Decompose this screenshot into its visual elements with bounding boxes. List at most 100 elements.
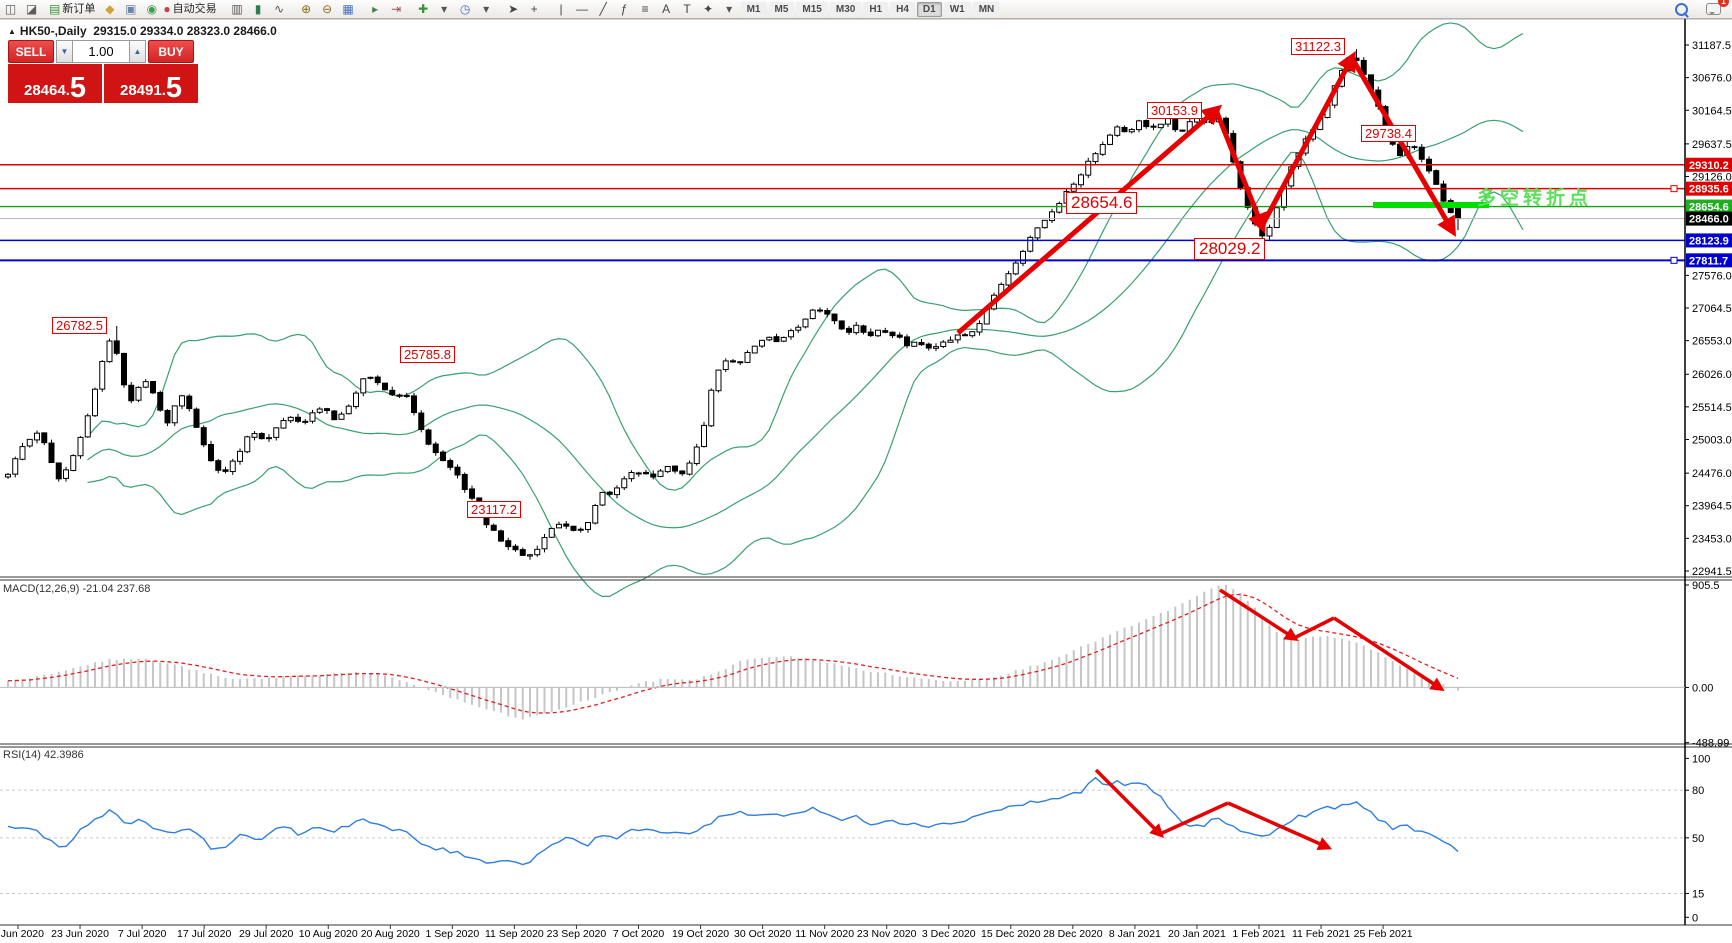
date-label: 10 Aug 2020	[299, 928, 358, 940]
line-chart-icon[interactable]: ∿	[270, 1, 289, 17]
new-order-icon[interactable]: ▤ 新订单	[49, 1, 98, 17]
date-label: 11 Sep 2020	[485, 928, 544, 940]
market-watch-icon[interactable]: ▣	[121, 1, 140, 17]
label-icon[interactable]: T	[678, 1, 697, 17]
macd-tick-label: -488.99	[1692, 738, 1729, 750]
channel-icon[interactable]: ≡	[636, 1, 655, 17]
cursor-icon: ➤	[508, 2, 519, 16]
price-badge-label: 28935.6	[1689, 184, 1729, 196]
timeframe-w1[interactable]: W1	[943, 2, 971, 17]
new-chart-icon: ◫	[4, 2, 17, 16]
trendline-icon[interactable]: ╱	[594, 1, 613, 17]
candle-chart-icon: ▮	[254, 2, 262, 16]
periods-icon: ◷	[459, 2, 471, 16]
channel-icon: ≡	[641, 2, 649, 16]
sound-icon[interactable]: ◉	[142, 1, 161, 17]
add-indicator-icon: ✚	[418, 2, 429, 16]
chart-shift-icon[interactable]: ⇥	[387, 1, 406, 17]
ohlc-values: 29315.0 29334.0 28323.0 28466.0	[93, 24, 277, 38]
date-label: 19 Oct 2020	[672, 928, 729, 940]
date-label: 11 Feb 2021	[1292, 928, 1350, 940]
turning-point-annotation[interactable]: 多空转折点	[1477, 188, 1593, 209]
price-tick-label: 27064.5	[1692, 303, 1732, 315]
volume-input[interactable]	[73, 40, 129, 63]
trend-arrow-rsi-segment-2[interactable]	[1227, 801, 1333, 850]
sell-price[interactable]: 28464. 5	[8, 64, 102, 103]
trend-arrow-rsi-segment-0[interactable]	[1094, 768, 1164, 838]
templates-dropdown-caret: ▾	[483, 2, 490, 16]
timeframe-m1[interactable]: M1	[740, 2, 767, 17]
search-icon[interactable]	[1675, 1, 1702, 17]
trend-arrow-rsi-segment-1[interactable]	[1159, 801, 1229, 836]
eraser-icon[interactable]: ◆	[100, 1, 119, 17]
date-label: 3 Dec 2020	[922, 928, 976, 940]
buy-button[interactable]: BUY	[148, 40, 194, 63]
shapes-icon[interactable]: ✦	[699, 1, 718, 17]
profiles-icon[interactable]: ◪	[22, 1, 41, 17]
indicator-dropdown-caret: ▾	[441, 2, 448, 16]
volume-decrease-button[interactable]: ▼	[56, 40, 73, 63]
volume-increase-button[interactable]: ▲	[129, 40, 146, 63]
timeframe-mn[interactable]: MN	[972, 2, 1001, 17]
autotrade-icon[interactable]: ● 自动交易	[163, 1, 219, 17]
date-label: 1 Jun 2020	[0, 928, 44, 940]
hline-handle-27811.7[interactable]	[1670, 256, 1678, 264]
profiles-icon: ◪	[25, 2, 38, 16]
vertical-line-icon: |	[559, 2, 563, 16]
auto-scroll-icon[interactable]: ▸	[366, 1, 385, 17]
price-tick-label: 29637.5	[1692, 139, 1732, 151]
shapes-dropdown-caret[interactable]: ▾	[720, 1, 739, 17]
cursor-icon[interactable]: ➤	[504, 1, 523, 17]
timeframe-m30[interactable]: M30	[829, 2, 862, 17]
price-badge-28935.6	[1686, 181, 1732, 196]
price-tick-label: 23964.5	[1692, 501, 1732, 513]
zoom-out-icon[interactable]: ⊖	[318, 1, 337, 17]
horizontal-line-icon[interactable]: —	[573, 1, 592, 17]
periods-icon[interactable]: ◷	[456, 1, 475, 17]
sell-button[interactable]: SELL	[8, 40, 54, 63]
bar-chart-icon[interactable]: ▥	[228, 1, 247, 17]
text-icon[interactable]: A	[657, 1, 676, 17]
tile-windows-icon[interactable]: ▦	[339, 1, 358, 17]
notifications-icon[interactable]: 1	[1704, 0, 1729, 17]
new-chart-icon[interactable]: ◫	[1, 1, 20, 17]
date-label: 1 Sep 2020	[425, 928, 479, 940]
fibonacci-icon: ƒ	[620, 2, 628, 16]
trend-arrow-main-segment-2[interactable]	[1259, 50, 1356, 228]
buy-price[interactable]: 28491. 5	[104, 64, 198, 103]
timeframe-h4[interactable]: H4	[890, 2, 915, 17]
hline-handle-28935.6[interactable]	[1670, 185, 1678, 193]
timeframe-h1[interactable]: H1	[863, 2, 889, 17]
date-label: 8 Jan 2021	[1109, 928, 1161, 940]
tile-windows-icon: ▦	[342, 2, 354, 16]
trend-arrow-macd-segment-2[interactable]	[1333, 616, 1445, 692]
price-tick-label: 30676.0	[1692, 73, 1732, 85]
macd-signal-line	[7, 593, 1459, 714]
add-indicator-icon[interactable]: ✚	[414, 1, 433, 17]
trend-arrow-macd-segment-1[interactable]	[1293, 616, 1335, 640]
price-badge-label: 28466.0	[1689, 214, 1729, 226]
timeframe-d1[interactable]: D1	[916, 2, 942, 17]
date-label: 7 Jul 2020	[118, 928, 167, 940]
fibonacci-icon[interactable]: ƒ	[615, 1, 634, 17]
indicator-dropdown-caret[interactable]: ▾	[435, 1, 454, 17]
trend-arrow-main-segment-1[interactable]	[1213, 109, 1267, 234]
eraser-icon: ◆	[105, 2, 115, 16]
price-tick-label: 26553.0	[1692, 336, 1732, 348]
vertical-line-icon[interactable]: |	[552, 1, 571, 17]
price-badge-28123.9	[1686, 233, 1732, 248]
trend-arrow-macd-segment-0[interactable]	[1219, 588, 1299, 642]
label-icon: T	[683, 2, 691, 16]
trend-arrow-main-segment-0[interactable]	[956, 104, 1223, 335]
timeframe-m5[interactable]: M5	[768, 2, 795, 17]
candle-chart-icon[interactable]: ▮	[249, 1, 268, 17]
date-label: 7 Oct 2020	[613, 928, 665, 940]
price-tick-label: 29126.0	[1692, 172, 1732, 184]
collapse-icon[interactable]: ▲	[8, 27, 16, 36]
price-tick-label: 24476.0	[1692, 468, 1732, 480]
crosshair-icon[interactable]: +	[525, 1, 544, 17]
trend-arrow-main-segment-3[interactable]	[1349, 56, 1457, 237]
templates-dropdown-caret[interactable]: ▾	[477, 1, 496, 17]
timeframe-m15[interactable]: M15	[796, 2, 828, 17]
zoom-in-icon[interactable]: ⊕	[297, 1, 316, 17]
